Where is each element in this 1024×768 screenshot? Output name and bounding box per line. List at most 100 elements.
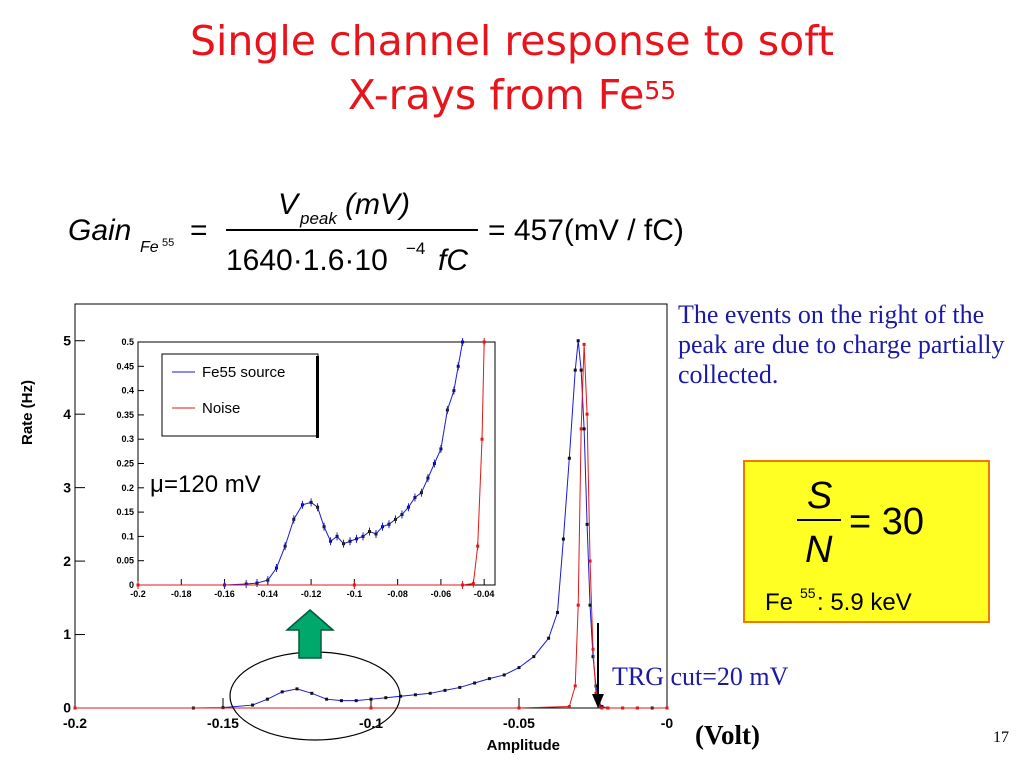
main-point [73,706,77,710]
inset-y-tick-label: 0.05 [116,556,134,566]
formula-gain-sub-sup: 55 [162,237,174,249]
main-point [582,427,586,431]
main-point [517,666,521,670]
main-x-tick-label: -0.2 [63,715,87,731]
main-point [585,522,589,526]
main-point [413,693,417,697]
main-point [621,706,625,710]
main-y-tick-label: 2 [63,553,71,569]
formula-numerator-sub: peak [299,209,338,228]
sn-formula: S N = 30 Fe 55 : 5.9 keV [765,475,924,616]
formula-eq: = [190,214,208,247]
main-point [265,697,269,701]
sn-denominator: N [805,529,833,571]
main-point [354,699,358,703]
slide-title: Single channel response to soft X-rays f… [0,14,1024,122]
main-point [591,647,595,651]
main-point [384,696,388,700]
main-point [532,655,536,659]
mu-annotation: =120 mV [164,471,261,498]
main-point [573,368,577,372]
inset-x-tick-label: -0.1 [347,589,363,599]
sn-source-sup: 55 [800,585,816,601]
inset-legend-shadow [316,356,319,438]
inset-x-tick-label: -0.14 [258,589,279,599]
sn-source: Fe [765,589,793,616]
gain-formula: Gain Fe 55 = V peak (mV) 1640·1.6·10 −4 … [68,188,684,277]
inset-y-tick-label: 0.5 [121,337,134,347]
main-point [579,427,583,431]
main-point [325,697,329,701]
inset-y-tick-label: 0.2 [121,483,134,493]
main-x-tick-label: -0.15 [207,715,239,731]
inset-x-tick-label: -0.16 [214,589,235,599]
trg-arrow-head [592,694,604,708]
main-point [594,691,598,695]
main-point [585,412,589,416]
main-point [428,691,432,695]
main-point [665,706,669,710]
main-point [473,681,477,685]
formula-result: = 457(mV / fC) [488,214,684,247]
title-superscript: 55 [644,76,677,105]
main-y-tick-label: 0 [63,700,71,716]
formula-denominator-exp: −4 [406,239,425,258]
main-point [310,691,314,695]
main-point [369,706,373,710]
sn-numerator: S [807,475,832,517]
main-point [635,706,639,710]
formula-denominator-unit: fC [438,244,468,277]
trg-cut-label: TRG cut=20 mV [612,662,789,691]
main-point [487,677,491,681]
inset-y-tick-label: 0.1 [121,531,134,541]
inset-y-tick-label: 0.4 [121,386,134,396]
inset-x-tick-label: -0.04 [474,589,495,599]
inset-legend-label: Fe55 source [202,364,285,381]
main-point [502,673,506,677]
inset-y-tick-label: 0.3 [121,434,134,444]
main-point [458,685,462,689]
main-y-tick-label: 1 [63,626,71,642]
inset-y-tick-label: 0.25 [116,459,134,469]
main-point [443,688,447,692]
title-line-1: Single channel response to soft [189,17,835,65]
formula-denominator: 1640·1.6·10 [226,244,388,277]
inset-x-tick-label: -0.08 [387,589,408,599]
main-point [600,706,604,710]
main-y-axis-label: Rate (Hz) [19,380,36,445]
main-x-axis-label: Amplitude [487,737,560,754]
main-series-line [75,340,667,709]
inset-y-tick-label: 0.15 [116,507,134,517]
inset-legend-box [161,353,319,437]
inset-x-tick-label: -0.12 [301,589,322,599]
main-point [576,603,580,607]
sn-value: = 30 [849,501,924,543]
inset-x-tick-label: -0.18 [171,589,192,599]
main-y-tick-label: 4 [63,406,71,422]
inset-legend-label: Noise [202,400,240,417]
slide-number: 17 [993,729,1009,746]
main-point [576,339,580,343]
volt-label: (Volt) [695,720,760,750]
title-line-2-text: X-rays from Fe [347,71,645,119]
inset-chart: -0.2 -0.18 -0.16 -0.14 -0.12 -0.1 -0.08 -0.06 -0… [116,337,496,599]
note-text: The events on the right of the peak are … [678,300,1005,389]
mu-symbol: μ [150,471,164,498]
sn-energy: : 5.9 keV [817,589,912,616]
main-x-tick-label: -0.1 [359,715,383,731]
formula-numerator-rest: (mV) [345,188,410,221]
formula-gain-sub: Fe [140,239,159,256]
main-point [579,368,583,372]
main-point [567,456,571,460]
formula-numerator-v: V [278,188,301,221]
main-y-tick-label: 5 [63,332,71,348]
main-point [561,537,565,541]
main-series-line [75,344,667,709]
title-line-2: X-rays from Fe55 [0,68,1024,122]
formula-gain: Gain [68,214,131,247]
main-point [295,687,299,691]
main-point [582,342,586,346]
main-point [339,699,343,703]
inset-series-line [138,341,464,586]
main-point [547,636,551,640]
